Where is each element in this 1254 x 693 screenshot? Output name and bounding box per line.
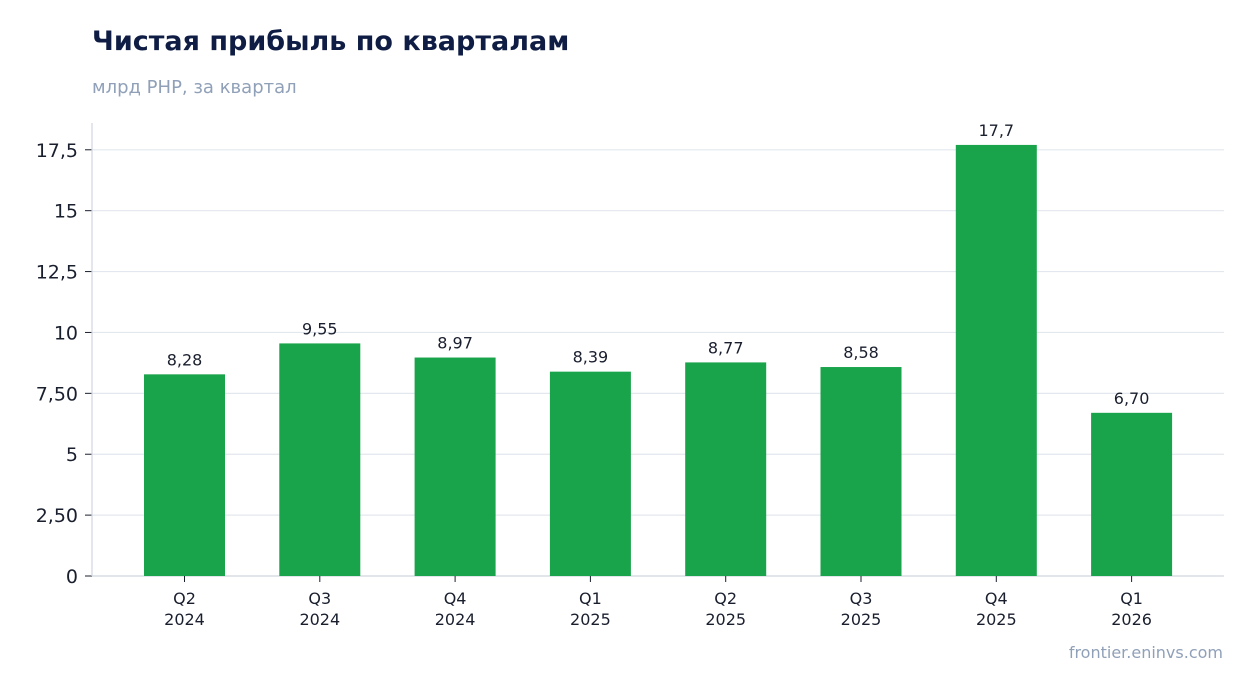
x-tick-label-year: 2024 [299,610,340,629]
x-tick-label: Q3 [850,589,873,608]
x-tick-label-year: 2026 [1111,610,1152,629]
y-tick-label: 2,50 [36,505,78,527]
x-tick-label-year: 2025 [570,610,611,629]
y-tick-label: 17,5 [36,140,78,162]
x-tick-label-year: 2025 [705,610,746,629]
data-label: 6,70 [1114,389,1150,408]
data-label: 17,7 [978,121,1014,140]
x-tick-label: Q1 [1120,589,1143,608]
bar [685,362,767,576]
y-tick-label: 15 [54,201,78,223]
x-tick-label: Q2 [714,589,737,608]
y-tick-label: 12,5 [36,262,78,284]
x-tick-label-year: 2025 [841,610,882,629]
data-label: 8,39 [573,348,609,367]
data-label: 8,58 [843,343,879,362]
bar [955,144,1037,576]
bar [820,367,902,576]
bar [1091,412,1173,576]
labels: 8,28 Q2 2024 9,55 Q3 2024 8,97 Q4 2024 8,39 Q1 2025… [164,121,1152,629]
bar [279,343,361,576]
source-credit: frontier.eninvs.com [1068,643,1223,662]
x-tick-label: Q1 [579,589,602,608]
x-tick-label: Q3 [308,589,331,608]
x-tick-label-year: 2024 [164,610,205,629]
y-tick-label: 5 [66,444,78,466]
chart-subtitle: млрд РНР, за квартал [92,77,297,98]
data-label: 8,28 [167,350,203,369]
x-tick-label: Q4 [985,589,1008,608]
x-tick-label: Q4 [444,589,467,608]
grid-lines [92,149,1224,516]
y-tick-label: 10 [54,322,78,344]
data-label: 8,77 [708,338,744,357]
bar [414,357,496,576]
data-label: 8,97 [437,334,473,353]
chart-title: Чистая прибыль по кварталам [92,26,570,57]
y-tick-label: 7,50 [36,383,78,405]
bar [549,371,631,576]
y-tick-label: 0 [66,566,78,588]
bars [144,144,1173,576]
bar [144,374,225,576]
x-tick-label-year: 2024 [435,610,476,629]
x-tick-label-year: 2025 [976,610,1017,629]
data-label: 9,55 [302,319,338,338]
x-tick-label: Q2 [173,589,196,608]
